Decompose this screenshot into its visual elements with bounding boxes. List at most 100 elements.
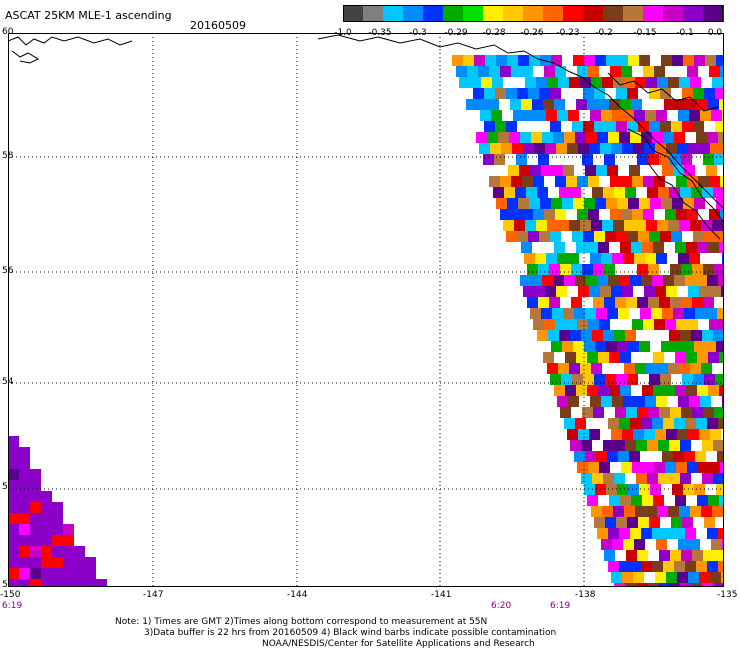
wind-data-cell [569,363,580,374]
wind-data-cell [635,506,646,517]
wind-data-cell [703,154,714,165]
color-scale-swatch [703,5,724,22]
wind-data-cell [534,286,545,297]
wind-data-cell [641,418,652,429]
wind-data-cell [588,319,599,330]
wind-data-cell [19,447,30,458]
coastline [8,34,724,240]
wind-data-cell [597,275,608,286]
wind-data-cell [646,363,657,374]
wind-data-cell [720,66,724,77]
wind-data-cell [581,473,592,484]
wind-data-cell [703,407,714,418]
wind-data-cell [685,561,696,572]
wind-data-cell [713,440,724,451]
wind-data-cell [611,286,622,297]
wind-data-cell [598,385,609,396]
wind-data-cell [720,462,724,473]
wind-data-cell [611,143,622,154]
wind-data-cell [683,198,694,209]
wind-data-cell [506,88,517,99]
wind-data-cell [692,264,703,275]
wind-data-cell [631,99,642,110]
wind-data-cell [489,176,500,187]
wind-data-cell [668,220,679,231]
wind-data-cell [662,165,673,176]
wind-data-cell [643,462,654,473]
lat-label: 52 [2,482,14,492]
wind-data-cell [707,418,718,429]
wind-data-cell [608,528,619,539]
wind-data-cell [628,484,639,495]
wind-data-cell [696,561,707,572]
color-scale-swatch [463,5,484,22]
wind-data-cell [686,385,697,396]
wind-data-cell [697,242,708,253]
wind-data-cell [630,528,641,539]
wind-data-cell [681,264,692,275]
wind-data-cell [637,154,648,165]
wind-data-cell [600,143,611,154]
wind-data-cell [517,88,528,99]
wind-data-cell [690,220,701,231]
wind-data-cell [719,352,724,363]
wind-data-cell [648,154,659,165]
wind-data-cell [542,275,553,286]
wind-data-cell [618,308,629,319]
wind-data-cell [702,583,713,587]
color-scale-swatch [643,5,664,22]
wind-data-cell [658,583,669,587]
wind-data-cell [572,231,583,242]
wind-data-cell [640,308,651,319]
wind-data-cell [611,429,622,440]
wind-data-cell [609,495,620,506]
wind-data-cell [604,550,615,561]
wind-data-cell [8,568,19,579]
wind-data-cell [715,88,724,99]
wind-data-cell [678,253,689,264]
wind-data-cell [638,121,649,132]
wind-data-cell [558,363,569,374]
wind-data-cell [645,253,656,264]
wind-data-cell [669,473,680,484]
wind-data-cell [715,231,724,242]
wind-data-cell [537,330,548,341]
wind-data-cell [657,220,668,231]
wind-data-cell [573,55,584,66]
lon-label: -138 [575,590,596,600]
wind-data-cell [643,176,654,187]
wind-data-cell [74,579,85,587]
wind-data-cell [477,99,488,110]
wind-data-cell [544,319,555,330]
wind-data-cell [536,220,547,231]
wind-data-cell [582,407,593,418]
wind-data-cell [682,374,693,385]
lat-label: 60 [2,27,14,37]
wind-data-cell [660,121,671,132]
wind-data-cell [592,330,603,341]
wind-data-cell [562,341,573,352]
wind-data-cell [598,352,609,363]
wind-data-cell [700,396,711,407]
color-scale-swatch [663,5,684,22]
wind-data-cell [693,88,704,99]
wind-data-cell [605,374,616,385]
wind-data-cell [648,297,659,308]
wind-data-cell [41,524,52,535]
wind-data-cell [519,165,530,176]
wind-data-cell [555,209,566,220]
wind-data-cell [8,469,19,480]
wind-data-cell [616,231,627,242]
wind-data-cell [488,99,499,110]
wind-data-cell [657,363,668,374]
wind-data-cell [695,451,706,462]
wind-data-cell [694,198,705,209]
wind-data-cell [547,363,558,374]
wind-data-cell [718,275,724,286]
wind-data-cell [606,198,617,209]
wind-data-cell [622,286,633,297]
lat-label: 58 [2,151,14,161]
wind-data-cell [614,473,625,484]
wind-data-cell [688,429,699,440]
wind-data-cell [630,275,641,286]
